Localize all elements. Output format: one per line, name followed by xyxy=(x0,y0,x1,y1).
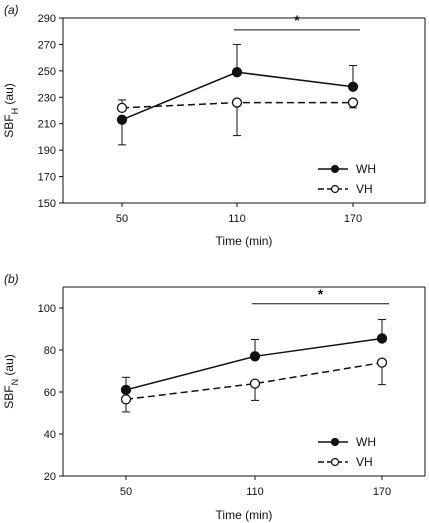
data-point-VH xyxy=(231,97,243,108)
legend-label-WH: WH xyxy=(356,435,376,449)
data-point-WH xyxy=(347,81,359,92)
x-tick-label: 170 xyxy=(344,213,362,225)
legend-marker-VH xyxy=(330,457,340,467)
y-tick-label: 250 xyxy=(38,66,56,78)
series-line-VH xyxy=(125,361,383,401)
y-tick-label: 20 xyxy=(44,471,56,483)
y-tick-label: 150 xyxy=(38,198,56,210)
data-point-VH xyxy=(116,102,128,114)
y-tick-label: 170 xyxy=(38,172,56,184)
data-point-WH xyxy=(249,351,261,362)
x-axis-label: Time (min) xyxy=(216,234,273,248)
significance-marker: * xyxy=(318,286,324,302)
significance-marker: * xyxy=(294,12,300,28)
data-point-WH xyxy=(376,333,388,344)
y-tick-label: 210 xyxy=(38,119,56,131)
data-point-WH xyxy=(116,114,128,125)
x-tick-label: 50 xyxy=(116,213,128,225)
legend-label-VH: VH xyxy=(356,182,373,196)
legend-marker-VH xyxy=(330,184,340,194)
y-axis-label-unit: (au) xyxy=(2,354,16,379)
x-tick-label: 170 xyxy=(373,486,391,498)
y-axis-label-subscript: N xyxy=(10,379,20,386)
y-axis-label-main: SBF xyxy=(2,114,16,137)
x-axis-label: Time (min) xyxy=(216,508,273,522)
x-tick-label: 110 xyxy=(228,213,246,225)
y-tick-label: 270 xyxy=(38,39,56,51)
panel-label: (a) xyxy=(4,3,19,17)
data-point-VH xyxy=(376,357,388,368)
legend-label-VH: VH xyxy=(356,455,373,469)
y-tick-label: 290 xyxy=(38,13,56,25)
x-tick-label: 110 xyxy=(246,486,264,498)
y-axis-label: SBFH (au) xyxy=(2,83,20,138)
legend-marker-WH xyxy=(330,164,340,174)
panel-label: (b) xyxy=(4,272,19,286)
data-point-VH xyxy=(120,394,132,405)
y-tick-label: 60 xyxy=(44,387,56,399)
y-tick-label: 230 xyxy=(38,92,56,104)
data-point-WH xyxy=(231,67,243,78)
data-point-WH xyxy=(120,384,132,396)
y-tick-label: 40 xyxy=(44,429,56,441)
legend-label-WH: WH xyxy=(356,162,376,176)
y-tick-label: 190 xyxy=(38,145,56,157)
y-axis-label-unit: (au) xyxy=(2,83,16,108)
y-axis-label: SBFN (au) xyxy=(2,354,20,409)
chart-panel-1: (a) 150 170 190 210 230 250 270 290 50 110 170 Time … xyxy=(2,3,426,248)
y-tick-label: 100 xyxy=(38,303,56,315)
data-point-VH xyxy=(249,378,261,389)
y-axis-label-main: SBF xyxy=(2,385,16,408)
legend-marker-WH xyxy=(330,437,340,447)
x-tick-label: 50 xyxy=(120,486,132,498)
y-tick-label: 80 xyxy=(44,345,56,357)
y-axis-label-subscript: H xyxy=(10,108,20,115)
chart-panel-2: (b) 20 40 60 80 100 50 110 170 Time (min) SBFN (au… xyxy=(2,272,426,522)
data-point-VH xyxy=(347,97,359,108)
